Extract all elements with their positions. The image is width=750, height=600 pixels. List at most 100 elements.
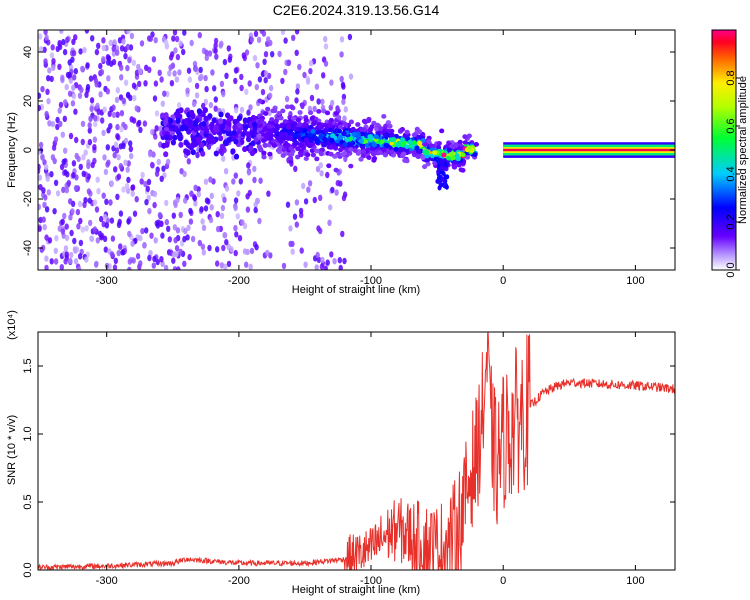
spectrogram-cell: [139, 40, 145, 47]
y-tick-label: 20: [22, 95, 34, 107]
spectrogram-cell: [186, 158, 191, 165]
spectrogram-cell: [329, 79, 334, 86]
spectrogram-cell: [113, 166, 118, 173]
spectrogram-cell: [432, 150, 438, 156]
spectrogram-cell: [77, 92, 83, 99]
x-tick-label: 0: [500, 275, 506, 287]
spectrogram-cell: [333, 111, 339, 116]
spectrogram-cell: [327, 122, 333, 128]
spectrogram-cell: [132, 94, 137, 102]
spectrogram-cell: [308, 60, 314, 67]
spectrogram-cell: [343, 106, 348, 113]
spectrogram-cell: [218, 118, 224, 125]
spectrogram-cell: [252, 176, 257, 184]
spectrogram-cell: [297, 122, 303, 127]
spectrogram-cell: [81, 170, 86, 177]
spectrogram-cell: [268, 92, 273, 99]
spectrogram-cell: [199, 73, 204, 81]
spectrogram-cell: [134, 69, 140, 77]
spectrogram-cell: [314, 156, 320, 162]
spectrogram-cell: [83, 149, 88, 156]
spectrogram-cell: [292, 213, 298, 220]
spectrogram-cell: [445, 155, 451, 161]
spectrogram-cell: [173, 47, 178, 54]
spectrogram-cell: [294, 30, 300, 35]
colorbar-tick-label: 0.0: [725, 262, 737, 277]
spectrogram-cell: [80, 65, 85, 73]
spectrogram-cell: [382, 152, 388, 158]
spectrogram-cell: [178, 211, 183, 219]
spectrogram-cell: [303, 137, 310, 143]
spectrogram-cell: [348, 73, 354, 80]
spectrogram-cell: [296, 117, 302, 123]
spectrogram-cell: [151, 151, 156, 158]
spectrogram-cell: [298, 207, 304, 215]
spectrogram-cell: [169, 80, 175, 87]
spectrogram-cell: [38, 184, 43, 191]
spectrogram-cell: [146, 178, 152, 186]
spectrogram-cell: [153, 37, 158, 44]
spectrogram-cell: [308, 138, 314, 143]
spectrogram-cell: [176, 266, 181, 270]
spectrogram-cell: [440, 161, 445, 167]
snr-y-axis-label: SNR (10 * v/v): [6, 415, 18, 485]
spectrogram-cell: [262, 143, 268, 148]
x-tick-label: -100: [360, 575, 382, 587]
spectrogram-cell: [163, 151, 169, 158]
spectrogram-cell: [109, 217, 115, 224]
spectrogram-cell: [436, 175, 441, 181]
spectrogram-cell: [203, 115, 209, 122]
spectrogram-cell: [344, 137, 351, 143]
spectrogram-cell: [341, 194, 347, 202]
spectrogram-cell: [449, 151, 455, 157]
spectrogram-cell: [148, 35, 153, 42]
spectrogram-cell: [371, 142, 377, 148]
spectrogram-cell: [231, 129, 237, 136]
spectrogram-cell: [75, 208, 81, 216]
spectrogram-cell: [397, 129, 404, 134]
spectrogram-cell: [49, 258, 54, 265]
spectrogram-cell: [71, 172, 76, 179]
spectrogram-cell: [71, 93, 77, 100]
spectrogram-cell: [177, 135, 183, 142]
spectrogram-cell: [125, 43, 131, 51]
spectrogram-cell: [310, 152, 316, 158]
spectrogram-cell: [298, 152, 304, 158]
spectrogram-cell: [42, 46, 47, 53]
spectrogram-cell: [73, 108, 78, 115]
spectrogram-cell: [352, 148, 358, 154]
spectrogram-cell: [163, 264, 169, 270]
spectrogram-cell: [116, 154, 121, 161]
spectrogram-cell: [328, 204, 333, 211]
spectrogram-cell: [95, 102, 100, 110]
spectrogram-cell: [473, 142, 479, 147]
spectrogram-cell: [232, 118, 238, 125]
spectrogram-x-ticks: -300 -200 -100 0 100: [96, 30, 645, 287]
spectrogram-cell: [441, 152, 447, 158]
spectrogram-cell: [60, 74, 65, 82]
spectrogram-cell: [172, 30, 178, 36]
spectrogram-cell: [329, 251, 334, 258]
spectrogram-cell: [63, 245, 69, 252]
spectrogram-cell: [192, 121, 198, 128]
spectrogram-cell: [53, 258, 59, 265]
spectrogram-cell: [211, 138, 217, 145]
spectrogram-cell: [212, 85, 217, 92]
spectrogram-tone-band: [503, 148, 675, 152]
spectrogram-cell: [263, 111, 269, 116]
spectrogram-cell: [245, 193, 250, 200]
spectrogram-cell: [261, 138, 267, 143]
spectrogram-cell: [50, 154, 56, 161]
spectrogram-cell: [426, 135, 432, 141]
spectrogram-cell: [96, 108, 101, 116]
spectrogram-cell: [256, 144, 262, 150]
spectrogram-cell: [420, 155, 426, 161]
spectrogram-cell: [204, 85, 209, 93]
spectrogram-cell: [248, 104, 253, 111]
spectrogram-cell: [308, 67, 313, 75]
spectrogram-cell: [290, 116, 297, 121]
spectrogram-cell: [115, 193, 120, 200]
spectrogram-cell: [355, 131, 361, 137]
spectrogram-cell: [87, 138, 93, 146]
spectrogram-cell: [213, 96, 218, 103]
